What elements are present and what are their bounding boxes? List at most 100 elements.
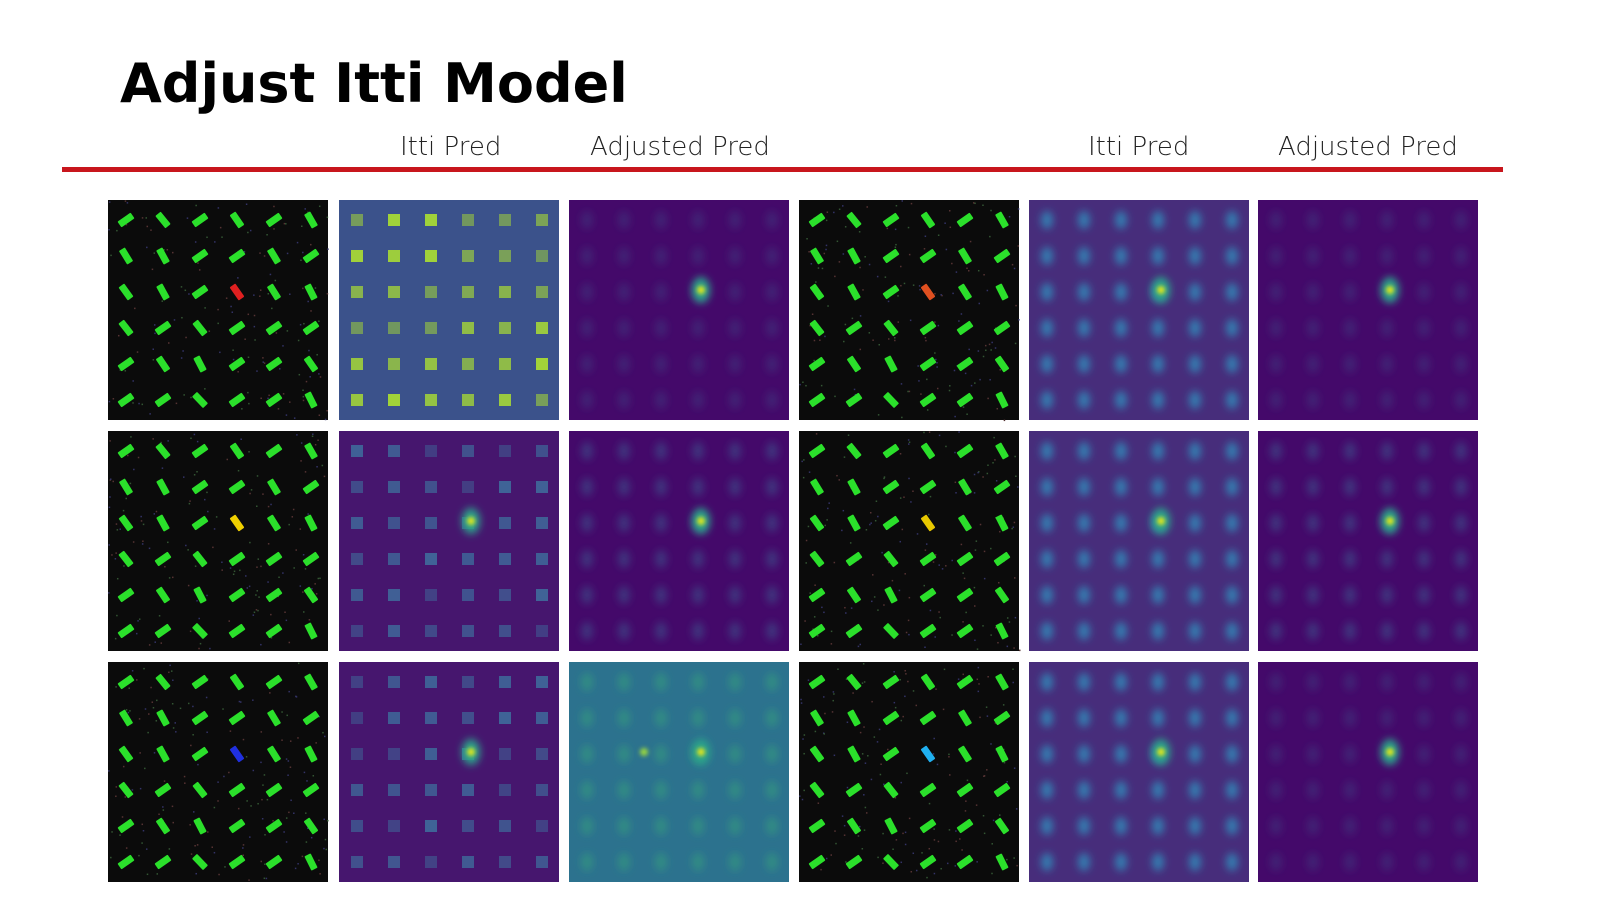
noise: [887, 338, 890, 340]
noise: [285, 223, 287, 225]
noise: [127, 711, 130, 714]
noise: [154, 332, 156, 335]
blob: [729, 622, 741, 640]
bar-item: [229, 211, 245, 229]
blob: [1078, 781, 1090, 799]
noise: [894, 797, 897, 799]
blob: [729, 355, 741, 373]
noise: [816, 634, 819, 637]
blob: [462, 358, 474, 370]
blob: [581, 622, 593, 640]
noise: [965, 611, 967, 614]
noise: [137, 620, 139, 622]
noise: [863, 726, 865, 728]
bar-item: [995, 622, 1009, 640]
noise: [904, 831, 907, 834]
noise: [193, 811, 195, 813]
noise: [163, 249, 165, 251]
noise: [874, 519, 877, 522]
blob: [425, 517, 437, 529]
blob: [351, 856, 363, 868]
bar-item: [994, 817, 1010, 835]
blob: [1270, 745, 1282, 763]
noise: [237, 807, 240, 810]
noise: [161, 467, 164, 469]
tile-background: [569, 200, 789, 420]
noise: [993, 436, 995, 439]
bar-item: [956, 392, 974, 408]
spot: [467, 748, 475, 756]
noise: [845, 861, 847, 863]
blob: [1455, 319, 1467, 337]
blob: [655, 442, 667, 460]
noise: [196, 471, 198, 473]
noise: [198, 617, 200, 620]
noise: [140, 520, 143, 522]
noise: [138, 618, 141, 620]
bar-item: [119, 709, 133, 727]
bar-item: [117, 818, 135, 834]
noise: [838, 479, 840, 481]
blob: [1307, 442, 1319, 460]
blob: [425, 784, 437, 796]
noise: [242, 844, 245, 846]
noise: [894, 339, 896, 342]
noise: [172, 727, 175, 729]
blob: [1455, 709, 1467, 727]
blob: [499, 517, 511, 529]
noise: [832, 699, 834, 702]
blob: [729, 817, 741, 835]
noise: [277, 595, 279, 598]
blob: [1270, 550, 1282, 568]
noise: [861, 682, 864, 684]
blob: [1307, 709, 1319, 727]
noise: [141, 217, 144, 219]
noise: [1017, 245, 1020, 247]
bar-item: [192, 854, 208, 870]
noise: [310, 836, 313, 839]
noise: [171, 251, 174, 254]
blob: [692, 781, 704, 799]
blob: [1344, 622, 1356, 640]
noise: [260, 565, 262, 568]
column-header: Adjusted Pred: [1278, 132, 1458, 162]
blob: [1344, 247, 1356, 265]
noise: [954, 415, 956, 418]
noise: [206, 236, 208, 239]
noise: [843, 340, 845, 343]
blob: [1307, 391, 1319, 409]
noise: [253, 294, 255, 296]
noise: [975, 540, 978, 542]
noise: [991, 341, 993, 344]
noise: [817, 267, 820, 269]
noise: [160, 642, 163, 644]
blob: [1152, 550, 1164, 568]
noise: [940, 294, 942, 296]
noise: [126, 202, 129, 204]
bar-item: [882, 479, 900, 495]
noise: [300, 460, 302, 462]
blob: [766, 211, 778, 229]
noise: [292, 508, 295, 511]
noise: [815, 433, 818, 435]
noise: [108, 770, 110, 772]
noise: [206, 731, 208, 734]
noise: [295, 549, 297, 551]
noise: [944, 222, 946, 224]
blob: [1226, 781, 1238, 799]
blob: [499, 214, 511, 226]
blob: [1115, 283, 1127, 301]
noise: [934, 321, 936, 323]
blob: [1226, 550, 1238, 568]
blob: [1455, 247, 1467, 265]
noise: [808, 471, 811, 473]
noise: [315, 742, 317, 744]
bar-item: [808, 587, 826, 603]
noise: [974, 639, 976, 642]
noise: [830, 643, 833, 645]
blob: [536, 394, 548, 406]
bar-item: [810, 247, 824, 265]
noise: [161, 300, 164, 302]
blob: [1041, 355, 1053, 373]
bar-item: [845, 782, 863, 798]
